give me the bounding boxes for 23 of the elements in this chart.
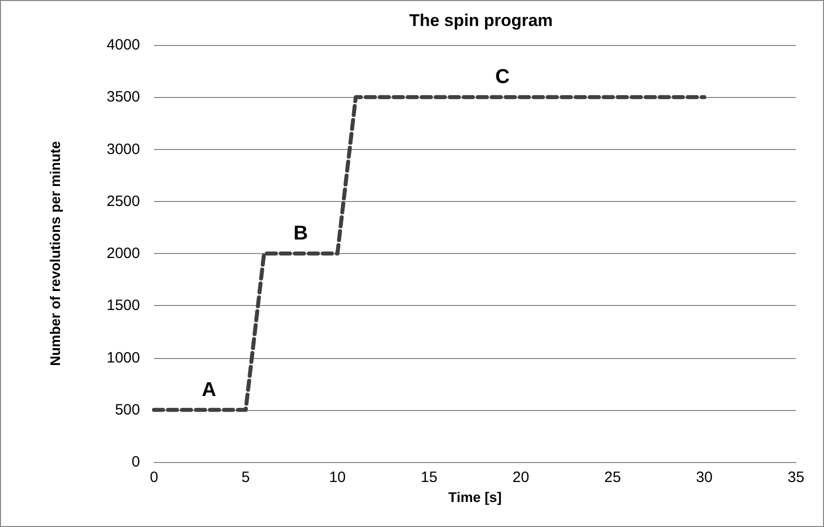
annotation: C	[495, 66, 510, 88]
y-tick-label: 1000	[106, 349, 140, 366]
y-tick-label: 3500	[106, 88, 140, 106]
y-tick-label: 500	[114, 401, 140, 418]
x-tick-label: 20	[512, 469, 530, 486]
x-tick-label: 10	[329, 469, 346, 486]
y-tick-label: 2500	[106, 192, 140, 210]
annotation: B	[294, 222, 308, 244]
x-tick-label: 5	[242, 469, 250, 486]
y-tick-label: 0	[132, 454, 140, 470]
y-tick-label: 4000	[106, 36, 140, 54]
y-axis-title: Number of revolutions per minute	[47, 140, 63, 366]
y-tick-label: 3000	[106, 140, 140, 158]
x-axis-title: Time [s]	[448, 488, 502, 505]
annotation: A	[202, 378, 216, 401]
x-tick-label: 25	[604, 469, 621, 486]
x-tick-label: 0	[150, 469, 158, 486]
y-tick-label: 2000	[106, 245, 140, 262]
x-tick-label: 15	[420, 469, 438, 486]
chart-title: The spin program	[409, 11, 553, 30]
y-tick-label: 1500	[106, 297, 140, 314]
x-tick-label: 30	[696, 469, 713, 486]
x-tick-label: 35	[788, 469, 804, 486]
